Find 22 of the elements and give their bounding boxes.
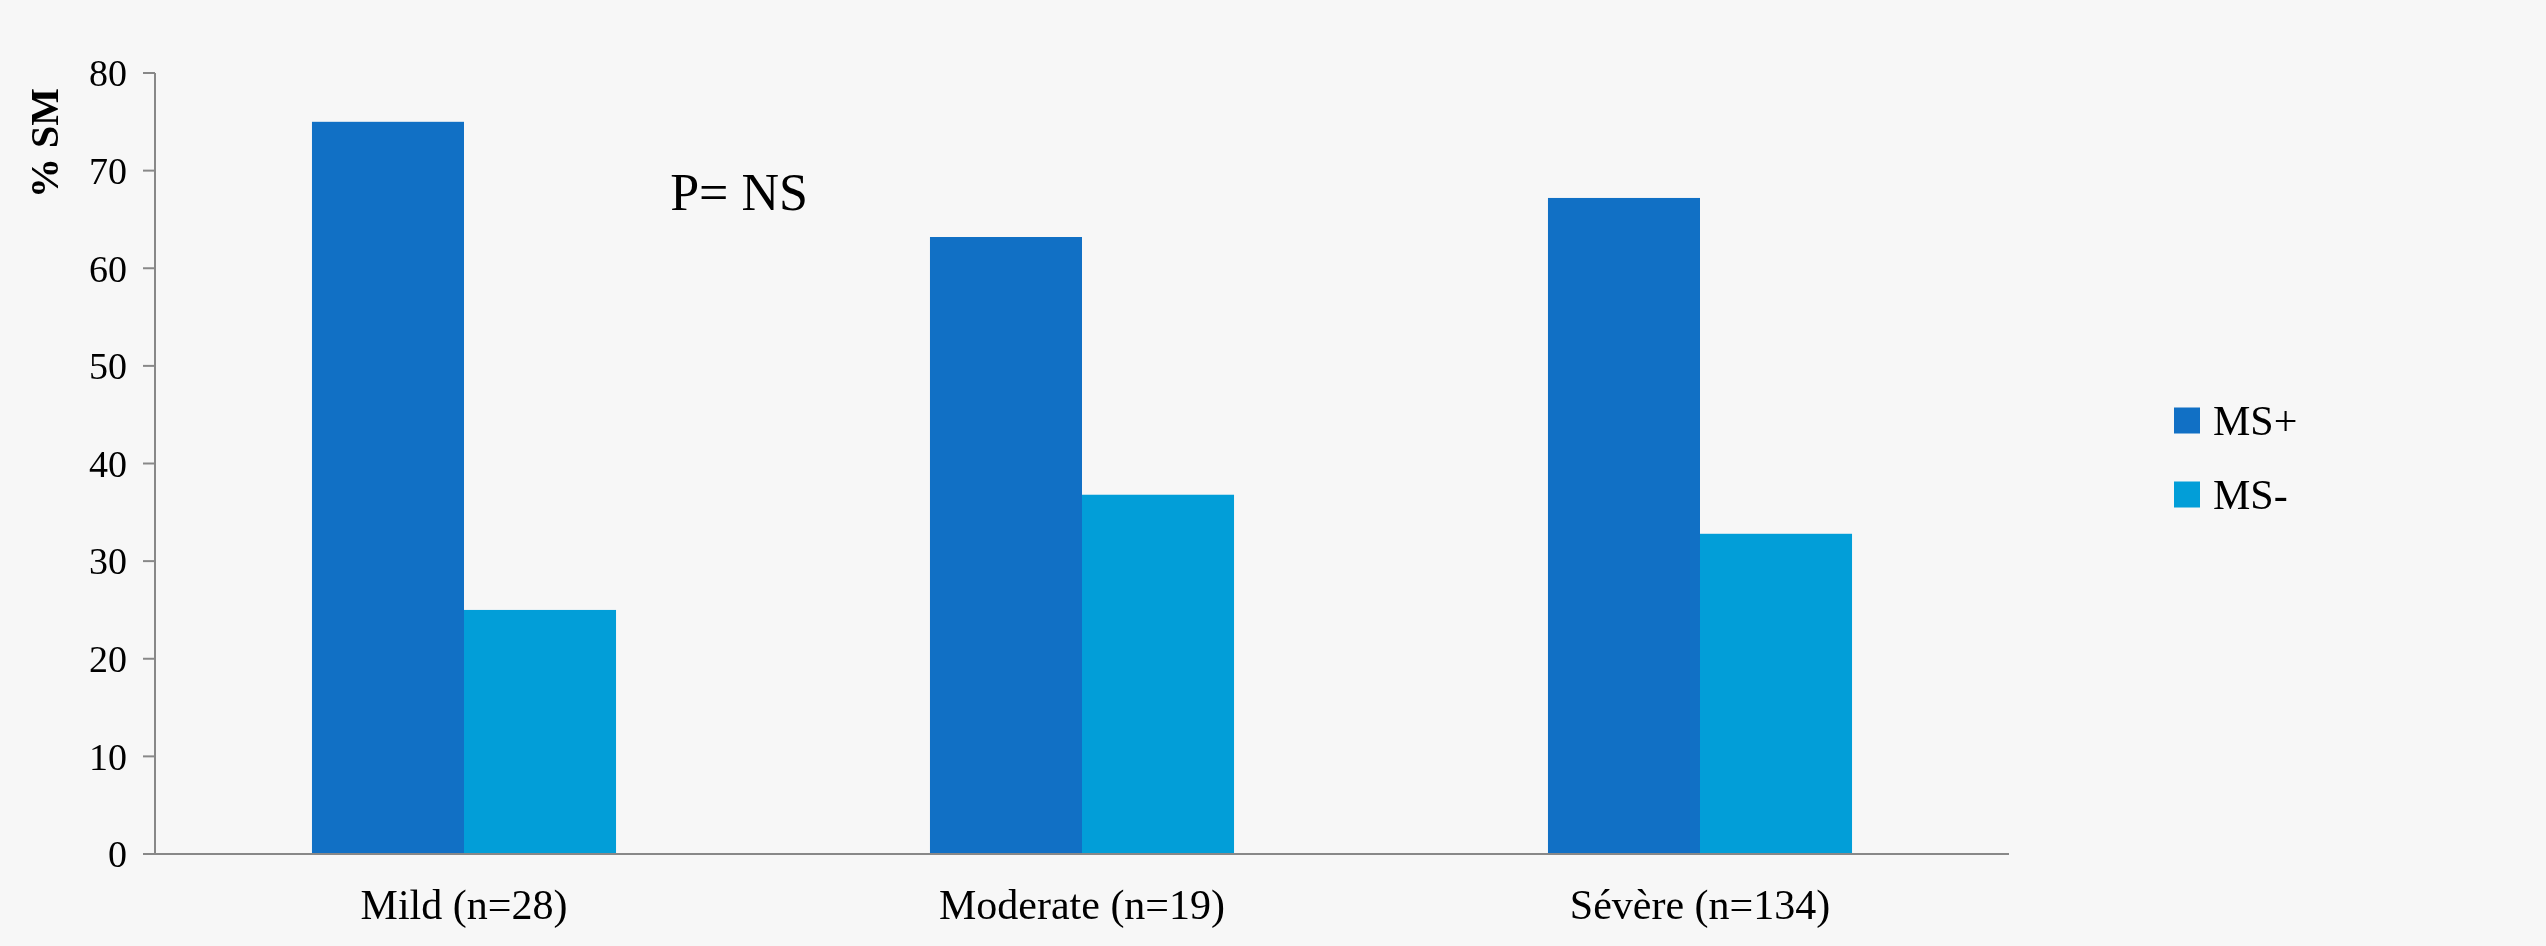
y-tick-label: 30 (89, 540, 127, 583)
y-tick-label: 0 (108, 833, 127, 876)
legend-label: MS- (2213, 472, 2288, 519)
y-tick-label: 10 (89, 735, 127, 778)
bar (929, 237, 1082, 854)
y-tick-label: 40 (89, 442, 127, 485)
y-tick-label: 20 (89, 638, 127, 681)
x-tick-label: Moderate (n=19) (938, 882, 1226, 929)
x-tick-label: Mild (n=28) (360, 882, 568, 929)
y-tick-label: 60 (89, 247, 127, 290)
annotation: P= NS (670, 164, 808, 222)
bar (464, 609, 617, 854)
bar (1547, 197, 1700, 854)
bar (1700, 533, 1853, 854)
bar (1082, 494, 1235, 854)
x-tick-label: Sévère (n=134) (1569, 882, 1831, 929)
legend-label: MS+ (2213, 398, 2298, 445)
y-tick-label: 80 (89, 52, 127, 95)
bar (311, 121, 464, 854)
y-tick-label: 70 (89, 149, 127, 192)
y-tick-label: 50 (89, 345, 127, 388)
y-axis-title: % SM (22, 88, 67, 198)
